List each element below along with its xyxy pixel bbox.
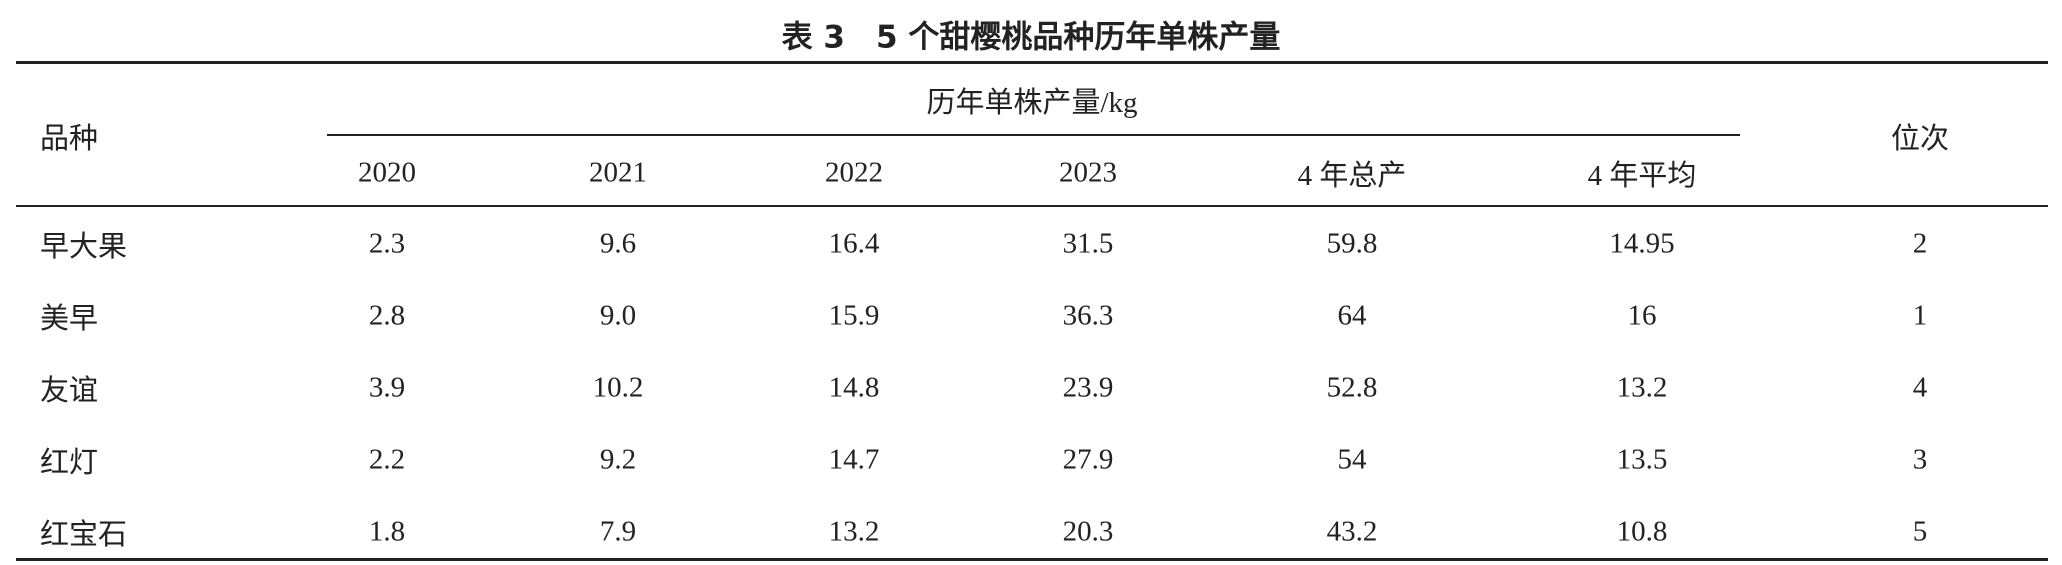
table-cell: 14.95 <box>1609 227 1675 260</box>
table-cell: 9.6 <box>599 227 637 260</box>
table-cell: 13.5 <box>1616 443 1668 476</box>
table-cell: 14.8 <box>828 371 880 404</box>
table-cell: 1.8 <box>368 515 406 548</box>
group-rule <box>327 134 1740 136</box>
table-cell: 2.3 <box>368 227 406 260</box>
header-cell: 2022 <box>825 156 883 189</box>
table-cell: 2.8 <box>368 299 406 332</box>
top-rule <box>16 61 2048 64</box>
table-cell: 13.2 <box>1616 371 1668 404</box>
table-cell: 3 <box>1912 443 1928 476</box>
header-cell: 2023 <box>1059 156 1117 189</box>
table-cell: 16.4 <box>828 227 880 260</box>
table-cell: 9.0 <box>599 299 637 332</box>
row-label: 红宝石 <box>40 519 128 551</box>
table-title: 表 3 5 个甜樱桃品种历年单株产量 <box>781 19 1281 56</box>
table-cell: 52.8 <box>1326 371 1378 404</box>
header-cell: 2020 <box>358 156 416 189</box>
table-cell: 3.9 <box>368 371 406 404</box>
row-label: 红灯 <box>40 447 99 479</box>
header-cell: 历年单株产量/kg <box>926 87 1138 119</box>
header-cell: 位次 <box>1890 123 1950 155</box>
header-cell: 品种 <box>40 123 99 155</box>
row-label: 早大果 <box>40 231 128 263</box>
table-cell: 4 <box>1912 371 1928 404</box>
table-cell: 10.8 <box>1616 515 1668 548</box>
table-cell: 14.7 <box>828 443 880 476</box>
table-cell: 5 <box>1912 515 1928 548</box>
table-cell: 2.2 <box>368 443 406 476</box>
bottom-rule <box>16 558 2048 561</box>
row-label: 美早 <box>40 303 99 335</box>
table-cell: 54 <box>1337 443 1367 476</box>
row-label: 友谊 <box>40 375 99 407</box>
table-cell: 59.8 <box>1326 227 1378 260</box>
header-cell: 2021 <box>589 156 647 189</box>
table-cell: 36.3 <box>1062 299 1114 332</box>
table-cell: 20.3 <box>1062 515 1114 548</box>
table-cell: 31.5 <box>1062 227 1114 260</box>
header-cell: 4 年平均 <box>1587 160 1697 192</box>
table-cell: 15.9 <box>828 299 880 332</box>
table-cell: 10.2 <box>592 371 644 404</box>
table-cell: 13.2 <box>828 515 880 548</box>
header-cell: 4 年总产 <box>1297 160 1407 192</box>
header-rule <box>16 205 2048 207</box>
table-cell: 7.9 <box>599 515 637 548</box>
table-cell: 64 <box>1337 299 1367 332</box>
table-cell: 9.2 <box>599 443 637 476</box>
table-cell: 2 <box>1912 227 1928 260</box>
table-cell: 23.9 <box>1062 371 1114 404</box>
table-cell: 1 <box>1912 299 1928 332</box>
table-cell: 27.9 <box>1062 443 1114 476</box>
table-cell: 16 <box>1627 299 1657 332</box>
table-cell: 43.2 <box>1326 515 1378 548</box>
